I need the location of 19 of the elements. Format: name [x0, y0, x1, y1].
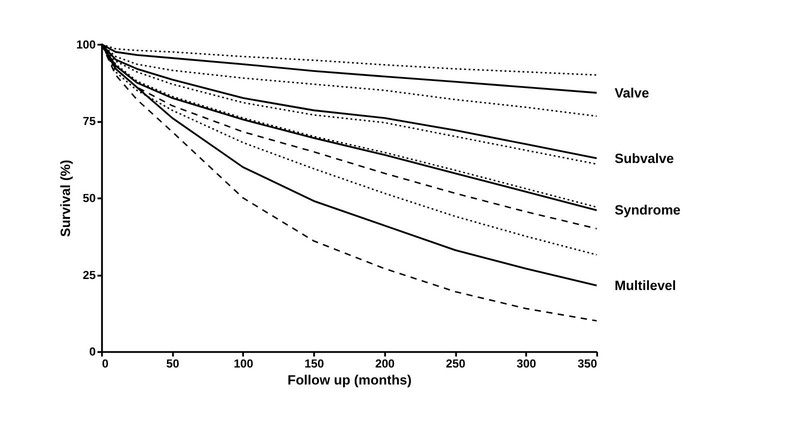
y-tick-label: 0 — [89, 346, 96, 359]
x-tick-label: 250 — [446, 357, 466, 370]
x-tick-label: 50 — [166, 357, 180, 370]
y-tick-label: 75 — [82, 115, 96, 128]
x-tick-label: 0 — [102, 357, 109, 370]
x-tick-label: 150 — [304, 357, 324, 370]
series-label: Multilevel — [614, 278, 676, 293]
y-tick-label: 25 — [82, 268, 96, 282]
series-label: Subvalve — [614, 150, 674, 166]
x-axis-title: Follow up (months) — [287, 372, 412, 388]
y-tick-label: 50 — [82, 192, 96, 205]
x-tick-label: 100 — [234, 357, 254, 370]
series-label: Valve — [614, 85, 650, 100]
y-axis-title: Survival (%) — [58, 160, 73, 237]
x-tick-label: 300 — [516, 357, 537, 370]
x-tick-label: 350 — [578, 357, 598, 370]
y-tick-label: 100 — [76, 38, 96, 52]
series-label: Syndrome — [614, 202, 682, 218]
x-tick-label: 200 — [375, 357, 396, 370]
